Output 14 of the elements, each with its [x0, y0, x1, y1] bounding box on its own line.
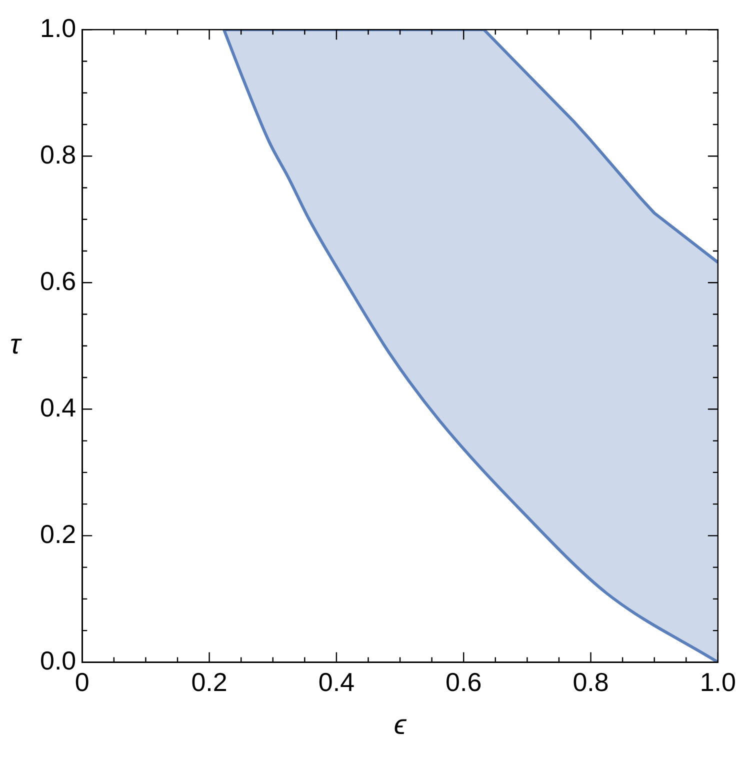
- y-tick-label: 0.2: [40, 518, 76, 549]
- y-tick-label: 1.0: [40, 12, 76, 43]
- x-tick-label: 1.0: [700, 666, 736, 697]
- x-tick-label: 0.2: [191, 666, 228, 697]
- x-tick-label: 0.6: [446, 666, 482, 697]
- x-tick-label: 0: [74, 666, 90, 697]
- y-axis-title: τ: [10, 328, 22, 360]
- y-tick-label: 0.0: [40, 645, 76, 676]
- x-axis-title: ϵ: [394, 708, 407, 740]
- x-tick-label: 0.8: [572, 666, 609, 697]
- y-tick-label: 0.4: [40, 392, 76, 422]
- x-tick-label: 0.4: [318, 666, 355, 697]
- y-tick-label: 0.6: [40, 266, 76, 296]
- y-tick-label: 0.8: [40, 139, 76, 170]
